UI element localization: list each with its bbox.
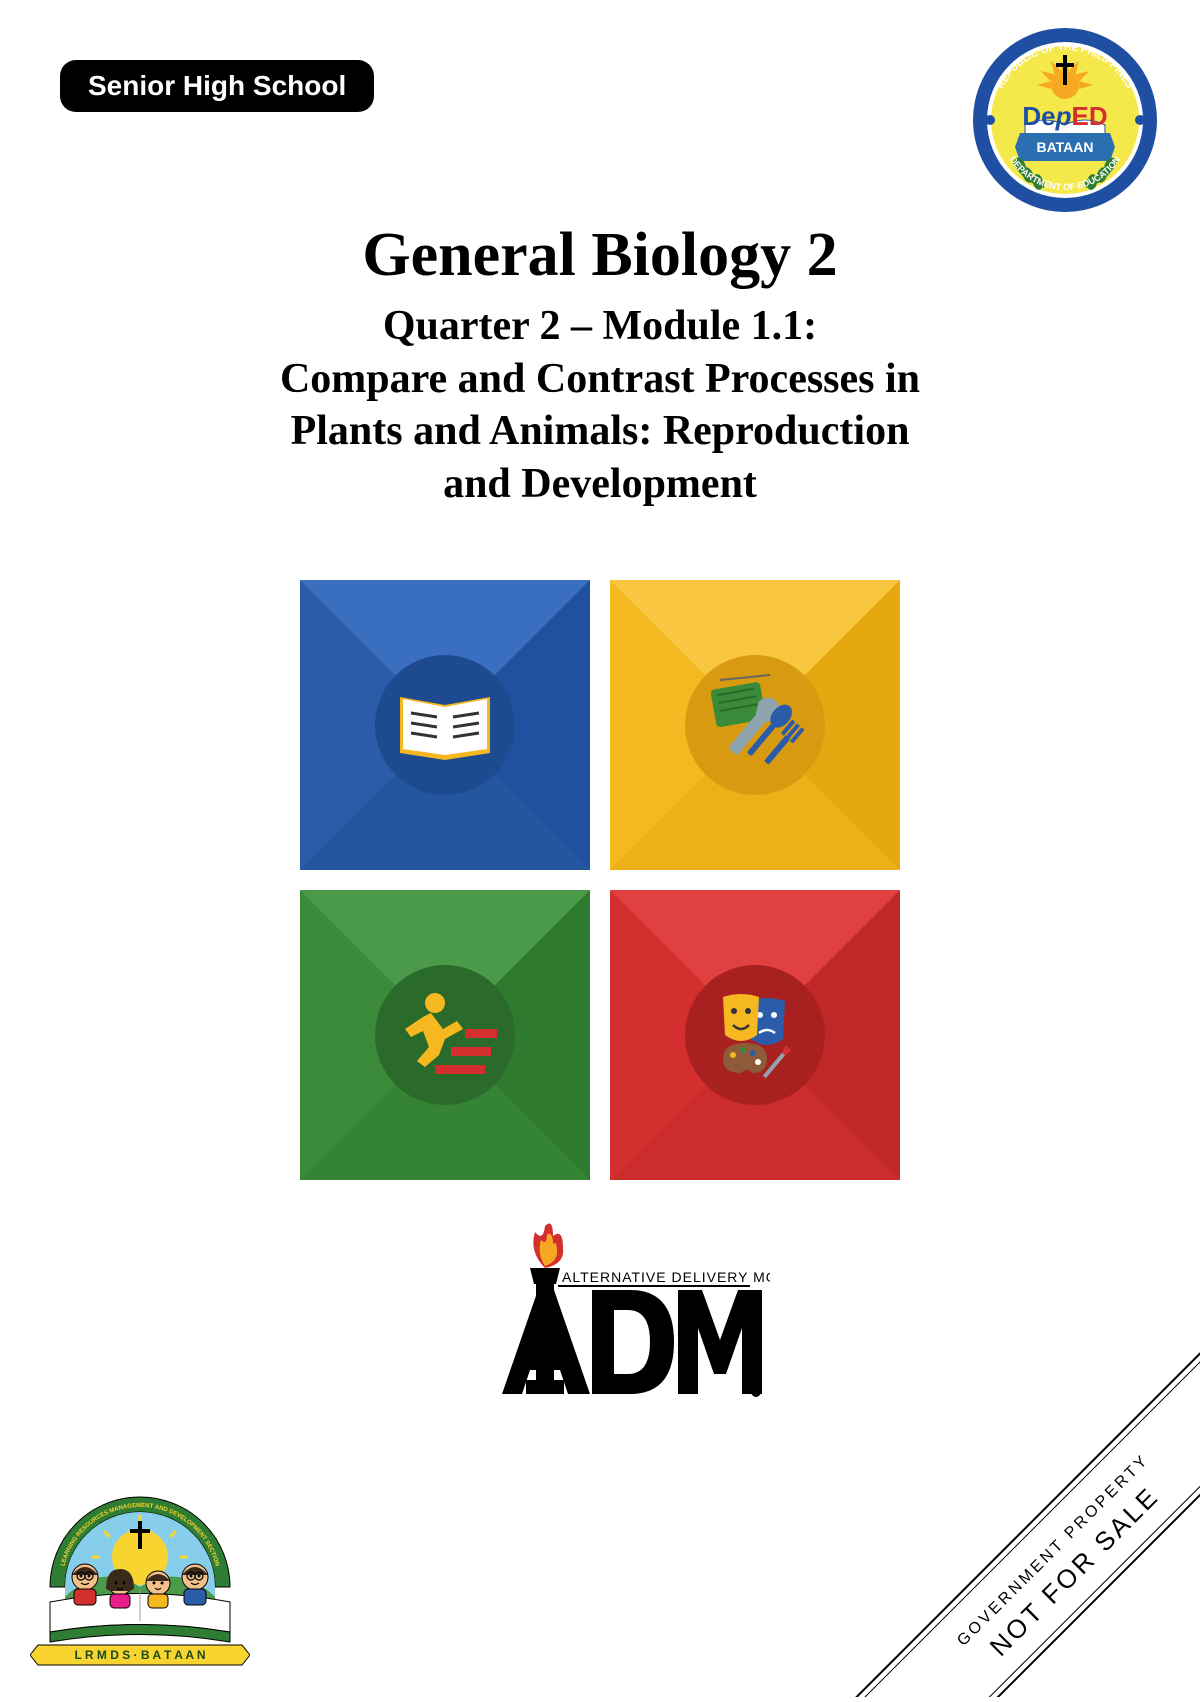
subtitle-line: Plants and Animals: Reproduction: [0, 405, 1200, 458]
book-icon: [400, 697, 490, 760]
page-subtitle: Quarter 2 – Module 1.1: Compare and Cont…: [0, 300, 1200, 510]
tile-sports: [300, 890, 590, 1180]
lrmds-logo: LEARNING RESOURCES MANAGEMENT AND DEVELO…: [30, 1467, 250, 1667]
tile-arts: [610, 890, 900, 1180]
adm-logo: ALTERNATIVE DELIVERY MODE: [430, 1210, 770, 1410]
deped-logo: DepED BATAAN REPUBLIC OF THE PHILIPPINES…: [970, 25, 1160, 215]
adm-tagline: ALTERNATIVE DELIVERY MODE: [562, 1269, 770, 1285]
svg-text:DepED: DepED: [1022, 101, 1107, 131]
corner-line2: NOT FOR SALE: [984, 1481, 1165, 1662]
corner-line1: GOVERNMENT PROPERTY: [954, 1451, 1152, 1649]
subtitle-line: Quarter 2 – Module 1.1:: [0, 300, 1200, 353]
track-grid: [300, 580, 900, 1180]
page-title: General Biology 2: [0, 220, 1200, 291]
tile-techvoc: [610, 580, 900, 870]
subtitle-line: and Development: [0, 458, 1200, 511]
tile-academics: [300, 580, 590, 870]
lrmds-banner-text: L R M D S · B A T A A N: [74, 1648, 205, 1662]
level-badge: Senior High School: [60, 60, 374, 112]
subtitle-line: Compare and Contrast Processes in: [0, 353, 1200, 406]
adm-text: [502, 1284, 762, 1397]
corner-banner: GOVERNMENT PROPERTY NOT FOR SALE: [800, 1297, 1200, 1697]
deped-banner-text: BATAAN: [1036, 139, 1093, 155]
